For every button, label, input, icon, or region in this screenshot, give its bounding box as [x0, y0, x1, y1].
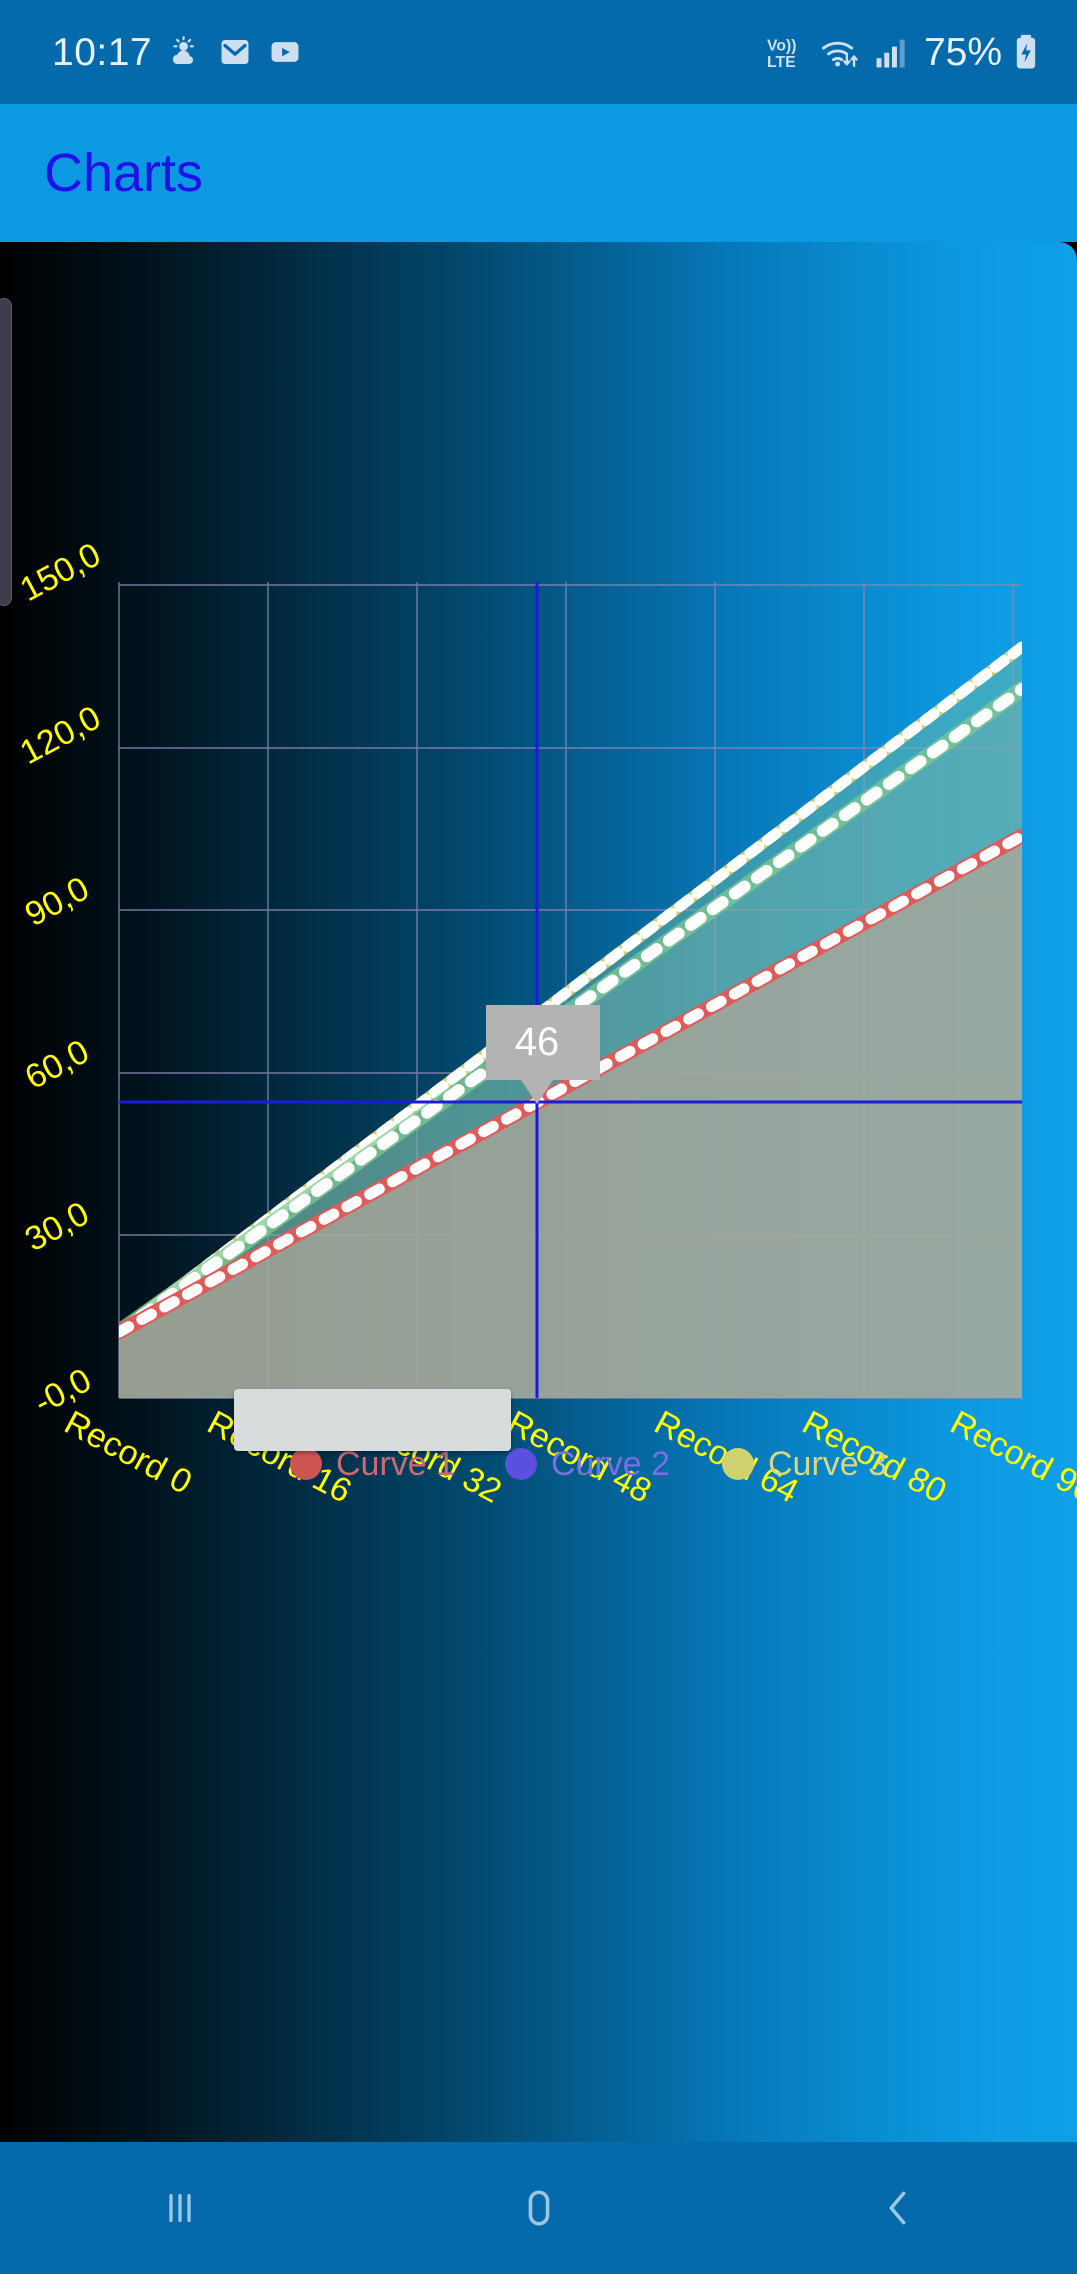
series-line-curve-1	[119, 828, 1022, 1340]
y-tick-label: 90,0	[19, 869, 95, 934]
legend-dot-curve-1	[290, 1448, 322, 1480]
legend-label-curve-3: Curve 3	[768, 1445, 888, 1483]
action-button[interactable]	[234, 1389, 511, 1451]
tooltip-value: 46	[515, 1020, 560, 1064]
back-button[interactable]	[838, 2142, 958, 2274]
tooltip-bubble	[486, 1005, 600, 1104]
gmail-icon	[221, 39, 249, 65]
legend-item-curve-1[interactable]: Curve 1	[290, 1447, 455, 1481]
wifi-icon	[821, 41, 858, 68]
back-icon	[888, 2191, 905, 2225]
vertical-scrollbar-thumb[interactable]	[0, 298, 12, 606]
content-area: 150,0 120,0 90,0 60,0 30,0 -0,0 Record 0…	[0, 242, 1077, 2142]
legend-dot-curve-3	[722, 1448, 754, 1480]
chart-svg: 150,0 120,0 90,0 60,0 30,0 -0,0 Record 0…	[14, 536, 1077, 1511]
navigation-bar	[0, 2142, 1077, 2274]
youtube-icon	[271, 42, 299, 62]
chart-tooltip[interactable]: 46	[486, 1005, 600, 1104]
y-tick-label: 60,0	[19, 1032, 95, 1097]
legend-dot-curve-2	[505, 1448, 537, 1480]
signal-icon	[876, 39, 905, 68]
battery-percent-label: 75%	[923, 30, 1002, 74]
status-bar: 10:17	[0, 0, 1077, 104]
y-tick-label: 120,0	[14, 699, 107, 773]
recents-icon	[168, 2193, 191, 2223]
clock: 10:17	[52, 30, 153, 74]
chart-legend: Curve 1 Curve 2 Curve 3	[0, 1434, 1077, 1494]
series-fill-curve-1	[119, 836, 1022, 1398]
recents-button[interactable]	[120, 2142, 240, 2274]
status-bar-right: Vo)) LTE 75%	[767, 33, 1039, 72]
y-tick-label: 30,0	[19, 1194, 95, 1259]
weather-icon	[172, 36, 194, 65]
status-bar-left: 10:17	[52, 33, 302, 72]
legend-label-curve-2: Curve 2	[551, 1445, 671, 1483]
y-axis-labels: 150,0 120,0 90,0 60,0 30,0 -0,0	[14, 536, 107, 1423]
page-title: Charts	[44, 143, 204, 203]
battery-charging-icon	[1016, 34, 1036, 69]
svg-text:Vo)): Vo))	[767, 38, 796, 55]
home-icon	[528, 2190, 549, 2226]
volte-icon: Vo)) LTE	[767, 38, 796, 72]
legend-item-curve-2[interactable]: Curve 2	[505, 1447, 670, 1481]
y-tick-label: 150,0	[14, 536, 107, 610]
legend-item-curve-3[interactable]: Curve 3	[722, 1447, 887, 1481]
legend-label-curve-1: Curve 1	[336, 1445, 456, 1483]
home-button[interactable]	[479, 2142, 599, 2274]
line-chart[interactable]: 150,0 120,0 90,0 60,0 30,0 -0,0 Record 0…	[0, 242, 1077, 1522]
svg-text:LTE: LTE	[767, 54, 796, 71]
app-bar: Charts	[0, 104, 1077, 242]
